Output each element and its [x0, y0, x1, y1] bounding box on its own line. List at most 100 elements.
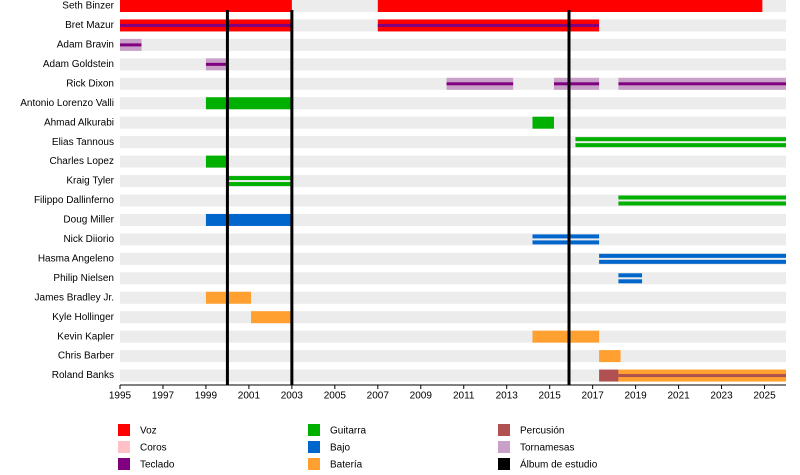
member-label: Nick Diiorio: [63, 234, 114, 245]
row-band: [120, 311, 786, 324]
member-label: Filippo Dallinferno: [34, 195, 114, 206]
member-label: Philip Nielsen: [53, 273, 114, 284]
bar-stripe: [599, 253, 786, 258]
bar: [575, 137, 786, 148]
row-band: [120, 330, 786, 343]
bar-stripe: [227, 182, 292, 187]
bar: [599, 350, 621, 363]
legend-swatch: [498, 441, 510, 453]
legend-swatch: [308, 424, 320, 436]
member-label: Kyle Hollinger: [52, 312, 114, 323]
legend-label: Coros: [140, 443, 167, 454]
bar: [251, 311, 292, 324]
member-label: Antonio Lorenzo Valli: [20, 98, 114, 109]
bar: [618, 273, 643, 284]
x-tick-label: 2023: [710, 391, 733, 402]
row-band: [120, 233, 786, 246]
bar-stripe: [599, 259, 786, 264]
member-label: Doug Miller: [63, 215, 114, 226]
x-tick-label: 2001: [238, 391, 261, 402]
row-band: [120, 38, 786, 51]
bar: [205, 62, 228, 66]
member-label: Hasma Angeleno: [38, 253, 115, 264]
x-tick-label: 2019: [624, 391, 647, 402]
member-label: Rick Dixon: [66, 78, 114, 89]
x-tick-label: 1997: [152, 391, 175, 402]
legend-swatch: [498, 458, 510, 470]
member-label: Elias Tannous: [52, 137, 114, 148]
legend-label: Guitarra: [330, 426, 367, 437]
row-band: [120, 350, 786, 363]
bar: [377, 0, 763, 12]
legend-label: Teclado: [140, 460, 175, 470]
row-band: [120, 116, 786, 129]
bar: [120, 0, 292, 12]
row-band: [120, 175, 786, 188]
legend-label: Batería: [330, 460, 363, 470]
bar-stripe: [575, 143, 786, 148]
row-band: [120, 291, 786, 304]
bar: [618, 82, 786, 86]
x-tick-label: 2021: [667, 391, 690, 402]
bar: [553, 82, 600, 86]
row-band: [120, 272, 786, 285]
row-band: [120, 58, 786, 71]
x-tick-label: 2011: [453, 391, 475, 402]
legend-label: Voz: [140, 426, 157, 437]
x-tick-label: 2017: [582, 391, 605, 402]
bar: [377, 23, 600, 27]
member-label: Chris Barber: [58, 351, 115, 362]
member-label: Kraig Tyler: [66, 176, 114, 187]
row-band: [120, 155, 786, 168]
member-label: Roland Banks: [52, 370, 114, 381]
bar: [532, 234, 600, 245]
legend-label: Percusión: [520, 426, 564, 437]
x-tick-label: 2003: [281, 391, 304, 402]
member-label: Ahmad Alkurabi: [44, 117, 114, 128]
x-tick-label: 2015: [539, 391, 562, 402]
member-label: Charles Lopez: [50, 156, 114, 167]
bar-stripe: [618, 273, 643, 278]
bar-stripe: [532, 240, 600, 245]
bar-stripe: [618, 279, 643, 284]
x-tick-label: 2005: [324, 391, 347, 402]
member-label: Adam Bravin: [57, 40, 114, 51]
legend-swatch: [118, 441, 130, 453]
legend-swatch: [308, 441, 320, 453]
x-tick-label: 2009: [410, 391, 433, 402]
x-tick-label: 2013: [496, 391, 519, 402]
legend-label: Tornamesas: [520, 443, 574, 454]
legend-swatch: [308, 458, 320, 470]
bar: [120, 23, 292, 27]
x-tick-label: 2025: [753, 391, 776, 402]
bar: [532, 330, 600, 343]
x-tick-label: 1999: [195, 391, 218, 402]
legend-label: Álbum de estudio: [520, 458, 598, 470]
bar: [618, 374, 786, 378]
bar: [227, 176, 292, 187]
legend-swatch: [118, 424, 130, 436]
member-label: Bret Mazur: [65, 20, 115, 31]
bar-stripe: [618, 195, 786, 200]
bar-stripe: [575, 137, 786, 142]
x-tick-label: 2007: [367, 391, 390, 402]
legend-label: Bajo: [330, 443, 350, 454]
member-label: Adam Goldstein: [43, 59, 114, 70]
bar: [205, 213, 292, 226]
member-label: James Bradley Jr.: [35, 292, 114, 303]
member-label: Seth Binzer: [62, 1, 114, 12]
legend-swatch: [498, 424, 510, 436]
bar: [532, 116, 554, 129]
bar: [205, 97, 292, 110]
bar-stripe: [618, 201, 786, 206]
x-tick-label: 1995: [109, 391, 132, 402]
bar-stripe: [227, 176, 292, 181]
bar: [120, 43, 142, 47]
bar-stripe: [532, 234, 600, 239]
member-label: Kevin Kapler: [57, 331, 114, 342]
bar: [205, 155, 228, 168]
bar: [599, 369, 619, 382]
bar: [599, 253, 786, 264]
bar: [618, 195, 786, 206]
